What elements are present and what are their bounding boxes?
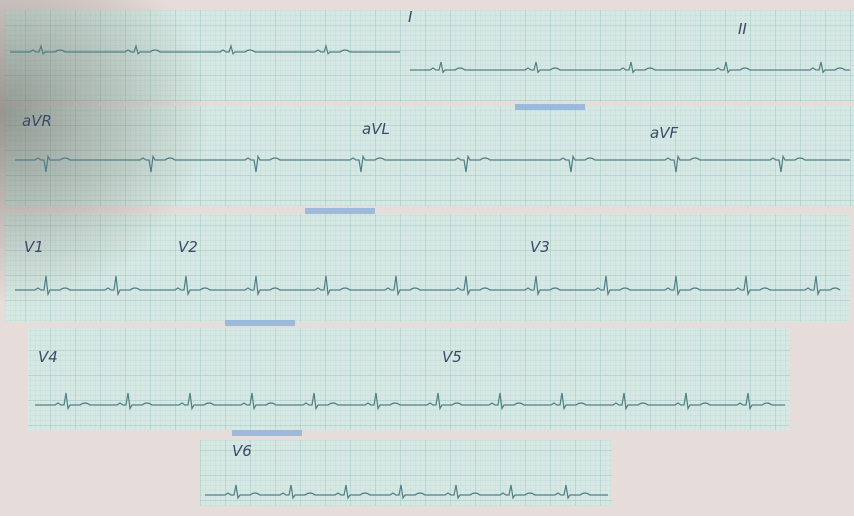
strip xyxy=(200,440,612,506)
strip-tag xyxy=(225,320,295,326)
strip-tag xyxy=(515,104,585,110)
lead-label: I xyxy=(408,8,413,26)
strip-tag xyxy=(305,208,375,214)
page: {"leads": {"lead_i": "I", "lead_ii": "II… xyxy=(0,0,854,516)
lead-label: II xyxy=(738,20,747,38)
lead-label: aVF xyxy=(650,124,678,142)
lead-label: V2 xyxy=(178,238,198,256)
lead-label: V6 xyxy=(232,442,252,460)
lead-label: V3 xyxy=(530,238,550,256)
body: I II aVR aVL aVF V1 V2 V3 V4 V5 V6 (() =… xyxy=(0,0,854,516)
strip-tag xyxy=(232,430,302,436)
lead-label: V5 xyxy=(442,348,462,366)
lead-label: aVL xyxy=(362,120,390,138)
lead-label: V1 xyxy=(24,238,44,256)
shadow xyxy=(0,0,420,380)
lead-label: aVR xyxy=(22,112,52,130)
ecg-photo: I II aVR aVL aVF V1 V2 V3 V4 V5 V6 xyxy=(0,0,854,516)
lead-label: V4 xyxy=(38,348,58,366)
